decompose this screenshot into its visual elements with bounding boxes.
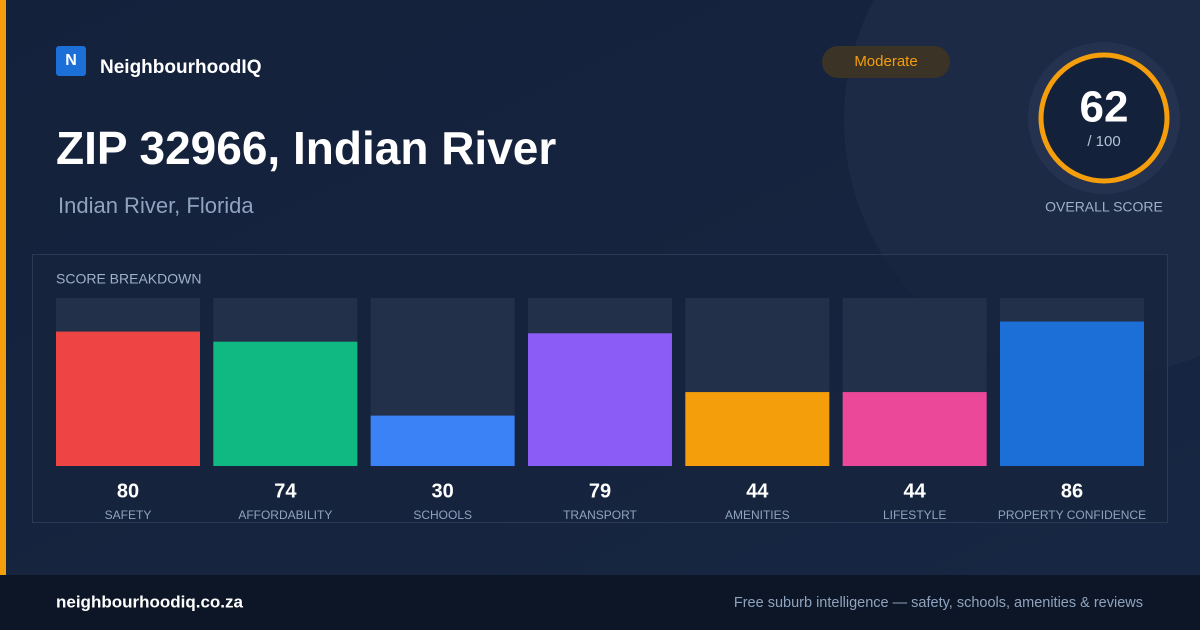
footer bbox=[0, 575, 1200, 630]
category-label: SAFETY bbox=[105, 508, 152, 522]
value-label: 44 bbox=[904, 480, 927, 502]
footer-site: neighbourhoodiq.co.za bbox=[56, 592, 244, 611]
bar bbox=[56, 331, 200, 466]
badge bbox=[822, 46, 950, 78]
bar bbox=[842, 392, 987, 466]
category-label: PROPERTY CONFIDENCE bbox=[998, 508, 1146, 522]
badge-text: Moderate bbox=[854, 53, 917, 70]
bar bbox=[527, 333, 672, 466]
logo bbox=[56, 46, 86, 76]
value-label: 44 bbox=[746, 480, 769, 502]
value-label: 74 bbox=[274, 480, 297, 502]
accent-bar bbox=[0, 0, 6, 575]
subtitle: Indian River, Florida bbox=[58, 193, 254, 218]
value-label: 80 bbox=[117, 480, 139, 502]
bar bbox=[685, 392, 830, 466]
value-label: 79 bbox=[589, 480, 611, 502]
bar-chart: 80 SAFETY 74 AFFORDABILITY 30 SCHOOLS 79 TRANSP… bbox=[56, 298, 1146, 522]
category-label: AMENITIES bbox=[725, 508, 790, 522]
score-ring bbox=[1038, 52, 1170, 184]
logo-letter: N bbox=[65, 52, 77, 69]
overall-max: / 100 bbox=[1087, 133, 1120, 150]
title: ZIP 32966, Indian River bbox=[56, 122, 556, 174]
bar bbox=[999, 321, 1144, 466]
category-label: AFFORDABILITY bbox=[238, 508, 332, 522]
bar bbox=[370, 415, 515, 466]
bar bbox=[213, 341, 358, 466]
overall-label: OVERALL SCORE bbox=[1045, 199, 1163, 215]
value-label: 30 bbox=[432, 480, 454, 502]
value-label: 86 bbox=[1061, 480, 1083, 502]
category-label: TRANSPORT bbox=[563, 508, 637, 522]
overall-score: 62 bbox=[1080, 83, 1129, 132]
brand-name: NeighbourhoodIQ bbox=[100, 57, 261, 78]
breakdown-title: SCORE BREAKDOWN bbox=[56, 271, 201, 287]
category-label: SCHOOLS bbox=[413, 508, 472, 522]
footer-tagline: Free suburb intelligence — safety, schoo… bbox=[734, 595, 1143, 611]
category-label: LIFESTYLE bbox=[883, 508, 946, 522]
